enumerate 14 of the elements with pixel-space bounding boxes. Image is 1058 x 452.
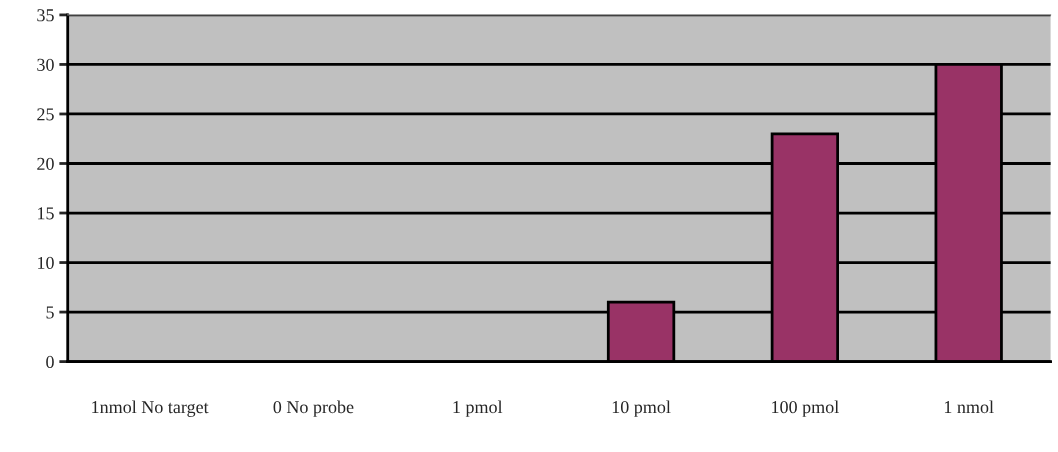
x-tick-label: 1nmol No target: [92, 400, 209, 417]
y-tick-label: 30: [37, 58, 54, 71]
y-tick-label: 20: [37, 157, 54, 170]
x-tick-label: 1 pmol: [453, 400, 503, 417]
y-tick-label: 0: [46, 355, 54, 369]
x-tick-label: 100 pmol: [772, 400, 839, 417]
x-tick-label: 10 pmol: [612, 400, 671, 417]
y-tick-label: 35: [37, 9, 54, 22]
y-tick-label: 25: [37, 108, 54, 121]
y-tick-label: 15: [38, 207, 54, 220]
x-tick-label: 1 nmol: [944, 400, 994, 414]
y-tick-label: 10: [38, 256, 54, 269]
x-tick-label: 0 No probe: [273, 400, 354, 417]
y-tick-label: 5: [46, 306, 54, 319]
